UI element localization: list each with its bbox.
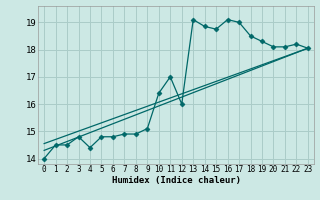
X-axis label: Humidex (Indice chaleur): Humidex (Indice chaleur) xyxy=(111,176,241,185)
